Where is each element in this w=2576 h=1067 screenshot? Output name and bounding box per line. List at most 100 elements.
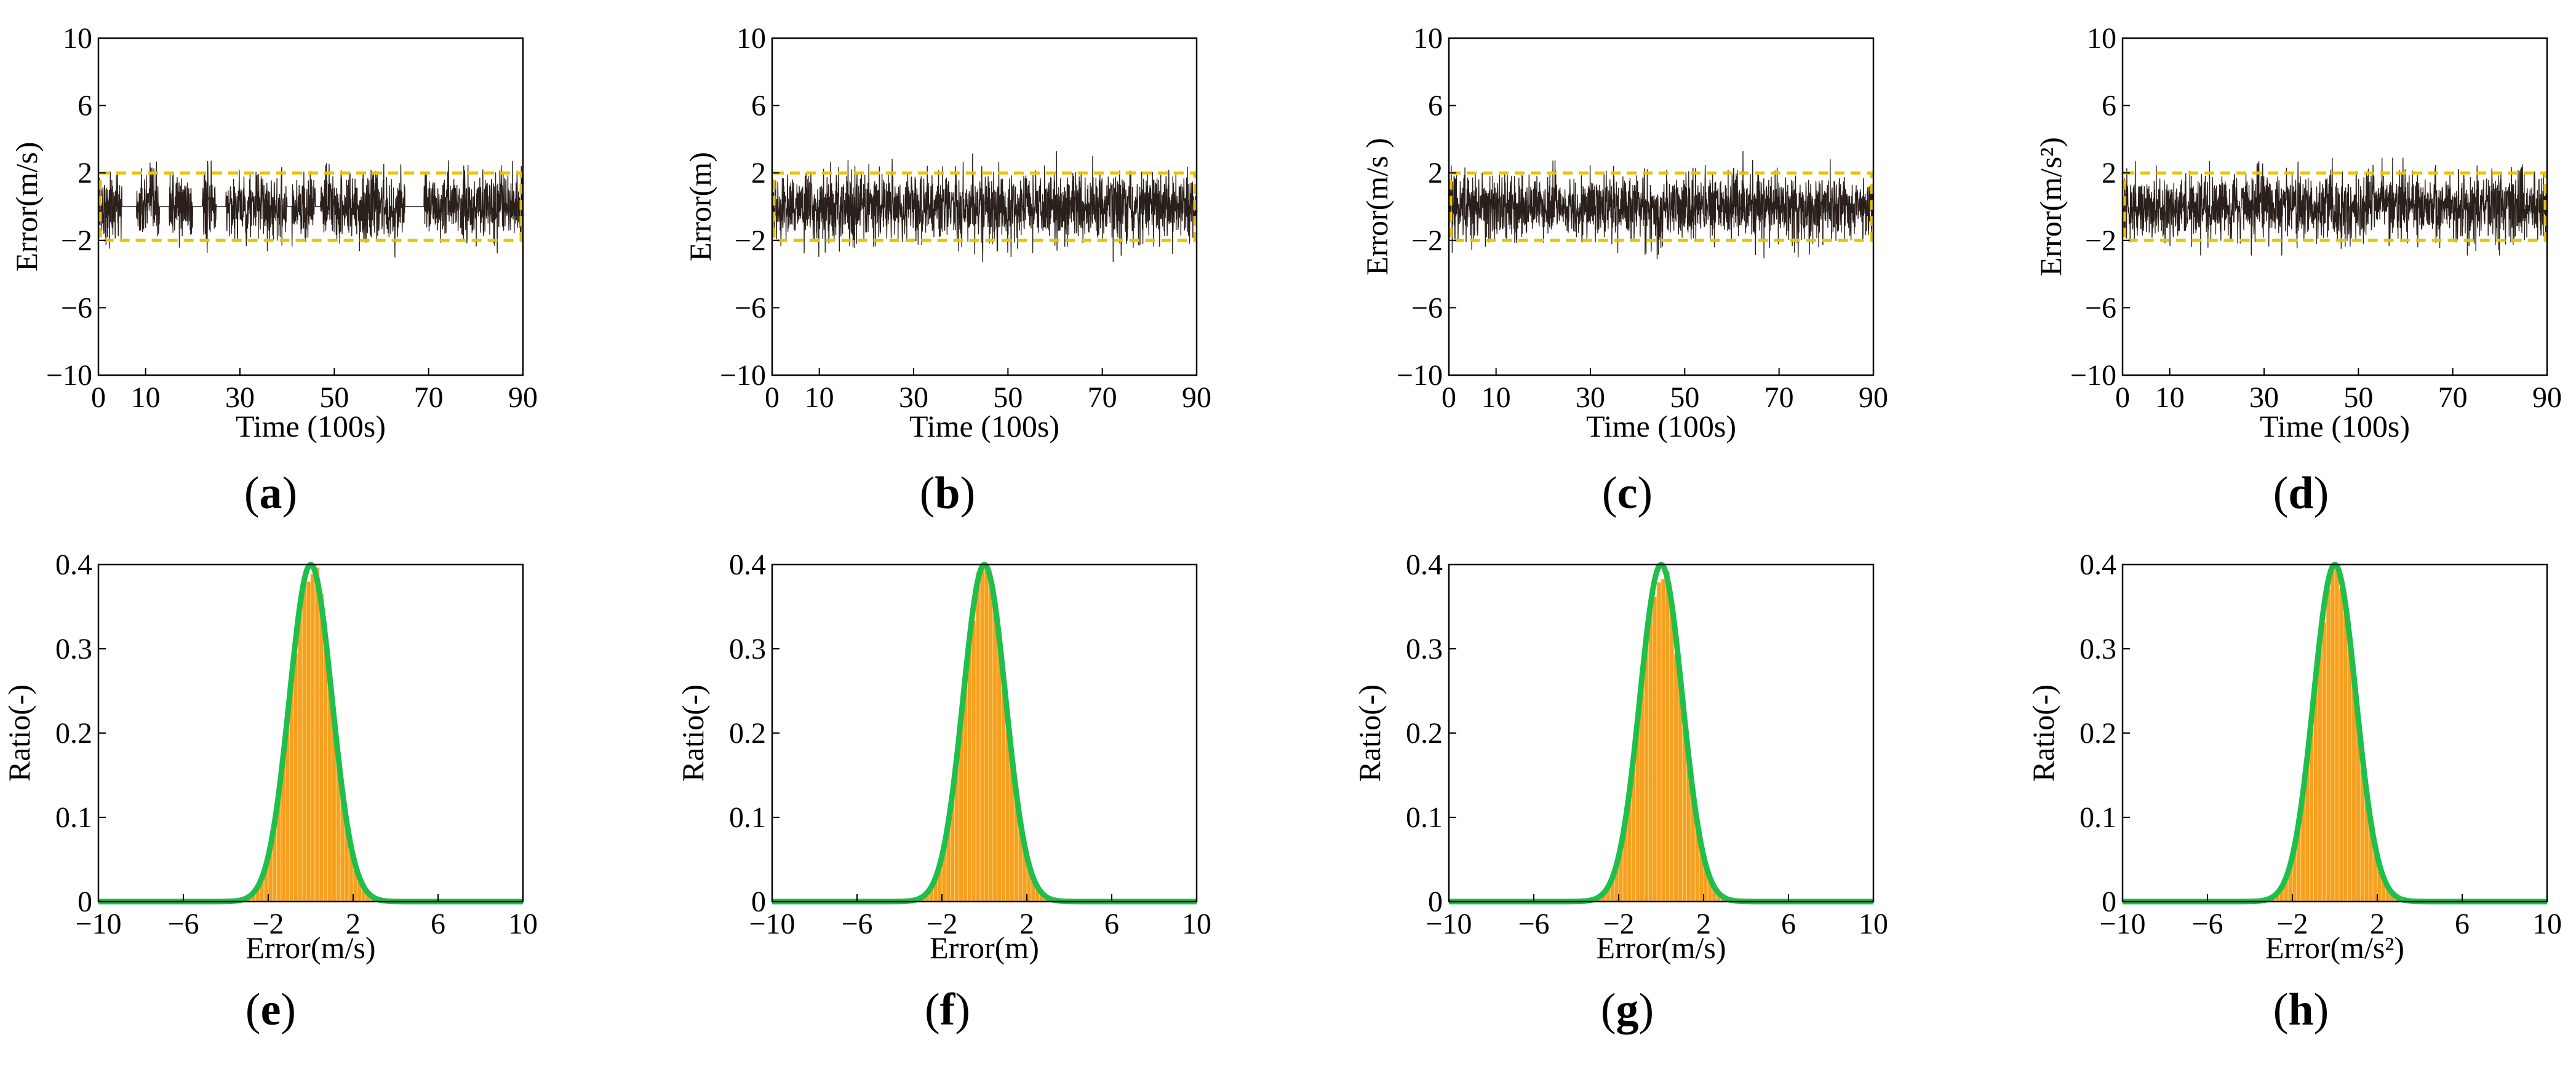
chart-a-ytick-label: −10 (46, 359, 92, 392)
chart-g-bar (1670, 607, 1674, 902)
chart-b-ytick-label: −10 (720, 359, 766, 392)
chart-e-bar (315, 568, 319, 902)
chart-d-xtick-label: 0 (2115, 381, 2130, 414)
chart-b-ylabel: Error(m) (683, 152, 717, 261)
chart-h-bar (2343, 614, 2348, 902)
chart-b-xlabel: Time (100s) (909, 409, 1059, 443)
chart-e-ytick-label: 0.1 (55, 801, 92, 834)
chart-b-xtick-label: 0 (765, 381, 780, 414)
chart-h-xlabel: Error(m/s²) (2265, 930, 2404, 965)
chart-h-histogram (2250, 565, 2420, 902)
chart-f-ytick-label: 0 (751, 886, 766, 918)
chart-e-ytick-label: 0.3 (55, 633, 92, 665)
chart-a-xtick-label: 0 (91, 381, 106, 414)
chart-a-series (98, 161, 523, 258)
chart-h-xtick-label: −6 (2191, 908, 2223, 940)
chart-a-ytick-label: −6 (61, 292, 92, 324)
chart-e-xtick-label: −6 (167, 908, 199, 940)
chart-h-bar (2331, 566, 2335, 902)
chart-e-ylabel: Ratio(-) (2, 684, 36, 782)
chart-c-ytick-label: −10 (1397, 359, 1443, 392)
chart-g-bar (1653, 597, 1657, 902)
chart-g-bar (1648, 607, 1653, 902)
chart-f-bar (993, 600, 997, 902)
chart-h-ytick-label: 0.3 (2080, 633, 2116, 665)
chart-c-series (1449, 151, 1873, 260)
chart-g-xtick-label: 10 (1859, 908, 1888, 940)
chart-f-bar (989, 585, 993, 902)
chart-h-ytick-label: 0.1 (2080, 801, 2116, 834)
chart-d-xlabel: Time (100s) (2260, 409, 2410, 443)
caption-a-letter: a (260, 468, 282, 518)
chart-e-ytick-label: 0 (78, 886, 92, 918)
caption-b: (b) (886, 467, 1009, 520)
chart-a-xtick-label: 10 (131, 381, 161, 414)
chart-d-ytick-label: 6 (2102, 90, 2116, 122)
chart-c-ytick-label: 10 (1413, 22, 1443, 55)
chart-e-bar (324, 640, 328, 902)
caption-d: (d) (2239, 467, 2363, 520)
chart-h-ytick-label: 0 (2102, 886, 2116, 918)
chart-h-xtick-label: 6 (2455, 908, 2470, 940)
chart-e-ytick-label: 0.2 (55, 717, 92, 750)
caption-a: (a) (209, 467, 332, 520)
chart-d-xtick-label: 90 (2532, 381, 2562, 414)
chart-b-ytick-label: 6 (751, 90, 766, 122)
caption-e-letter: e (261, 985, 281, 1035)
chart-c-ytick-label: 2 (1428, 157, 1443, 189)
chart-e-bar (319, 594, 324, 902)
chart-e-xlabel: Error(m/s) (245, 930, 375, 965)
caption-c-letter: c (1617, 468, 1638, 518)
chart-f-bar (971, 621, 976, 902)
chart-d-ytick-label: 2 (2102, 157, 2116, 189)
chart-d-ytick-label: −6 (2085, 292, 2116, 324)
chart-b-xtick-label: 90 (1182, 381, 1211, 414)
chart-g-ytick-label: 0.4 (1406, 549, 1443, 581)
chart-d-xtick-label: 70 (2438, 381, 2468, 414)
chart-b-ytick-label: −2 (735, 224, 766, 257)
chart-f-bar (1002, 691, 1006, 902)
chart-g-xlabel: Error(m/s) (1596, 930, 1726, 965)
chart-h-bar (2326, 589, 2331, 902)
chart-h-bar (2348, 648, 2352, 902)
chart-f-ylabel: Ratio(-) (676, 684, 710, 782)
chart-c-ytick-label: −2 (1411, 224, 1443, 257)
chart-a-ylabel: Error(m/s) (9, 141, 44, 271)
caption-g: (g) (1566, 984, 1689, 1036)
chart-c-xtick-label: 70 (1765, 381, 1794, 414)
chart-f-bar (976, 573, 980, 902)
caption-d-letter: d (2288, 468, 2313, 518)
chart-f-bar (980, 565, 984, 902)
chart-g-xtick-label: 6 (1781, 908, 1796, 940)
chart-f-histogram (899, 565, 1069, 902)
chart-h-bar (2335, 565, 2339, 902)
chart-e-histogram (226, 568, 396, 902)
chart-c-xlabel: Time (100s) (1586, 409, 1736, 443)
chart-c-ylabel: Error(m/s ) (1360, 138, 1394, 276)
chart-d-ytick-label: −10 (2070, 359, 2116, 392)
chart-a-ytick-label: 6 (78, 90, 92, 122)
chart-h-bar (2322, 622, 2326, 902)
chart-f-ytick-label: 0.3 (729, 633, 766, 665)
chart-g-ytick-label: 0.2 (1406, 717, 1443, 750)
chart-b-xtick-label: 70 (1088, 381, 1117, 414)
chart-h-ylabel: Ratio(-) (2026, 684, 2060, 782)
chart-b-series (772, 151, 1197, 262)
chart-f-ytick-label: 0.2 (729, 717, 766, 750)
chart-h-bar (2339, 589, 2343, 902)
chart-e-bar (302, 581, 306, 902)
chart-h-ytick-label: 0.4 (2080, 549, 2116, 581)
chart-h-ytick-label: 0.2 (2080, 717, 2116, 750)
caption-b-letter: b (935, 468, 960, 518)
chart-e-xtick-label: 6 (431, 908, 445, 940)
caption-c: (c) (1566, 467, 1689, 520)
chart-c-ytick-label: −6 (1411, 292, 1443, 324)
caption-e: (e) (209, 984, 332, 1036)
chart-c-xtick-label: 90 (1859, 381, 1888, 414)
chart-b-ytick-label: 10 (736, 22, 766, 55)
chart-g-ylabel: Ratio(-) (1352, 684, 1387, 782)
chart-f-bar (984, 565, 989, 902)
